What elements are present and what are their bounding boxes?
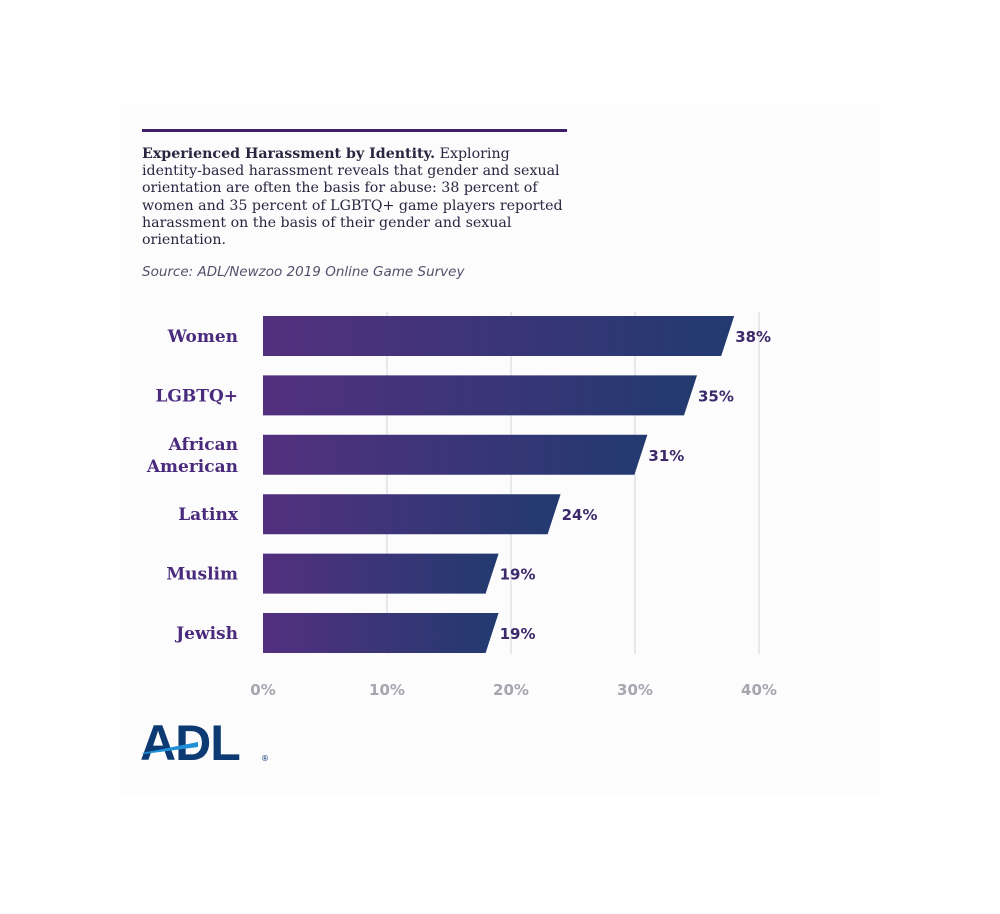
bars <box>263 316 735 653</box>
x-tick-label: 20% <box>493 681 529 699</box>
x-tick-label: 10% <box>369 681 405 699</box>
grid-lines <box>386 312 760 654</box>
adl-logo: ADL <box>140 715 241 771</box>
bar-value-label: 35% <box>698 387 734 405</box>
bar-value-label: 19% <box>500 625 536 643</box>
x-tick-label: 30% <box>617 681 653 699</box>
bar <box>263 494 561 535</box>
logo-registered-mark: ® <box>261 754 269 763</box>
category-label: Muslim <box>166 565 238 585</box>
bar-value-label: 31% <box>648 447 684 465</box>
source-note: Source: ADL/Newzoo 2019 Online Game Surv… <box>142 264 465 280</box>
bar <box>263 434 648 475</box>
x-tick-label: 0% <box>250 681 275 699</box>
category-label: Jewish <box>174 624 238 644</box>
labels: 0% 10% 20% 30% 40% 38% Women 35% LGBTQ+ 31% Africa… <box>146 327 777 699</box>
description-body: Exploring identity-based harassment reve… <box>142 146 563 249</box>
logo-swoosh-icon <box>142 742 198 754</box>
top-rule <box>142 129 567 132</box>
bar <box>263 553 499 594</box>
bar-value-label: 38% <box>735 328 771 346</box>
description: Experienced Harassment by Identity. Expl… <box>142 146 572 249</box>
bar <box>263 316 735 356</box>
x-tick-label: 40% <box>741 681 777 699</box>
category-label: Latinx <box>178 505 239 525</box>
bar <box>263 613 499 653</box>
bar-value-label: 19% <box>500 566 536 584</box>
category-label: Women <box>167 327 238 347</box>
category-label: LGBTQ+ <box>155 386 238 406</box>
category-label: African American <box>146 435 238 477</box>
description-title: Experienced Harassment by Identity. <box>142 146 436 162</box>
bar-value-label: 24% <box>562 506 598 524</box>
bar <box>263 375 697 416</box>
